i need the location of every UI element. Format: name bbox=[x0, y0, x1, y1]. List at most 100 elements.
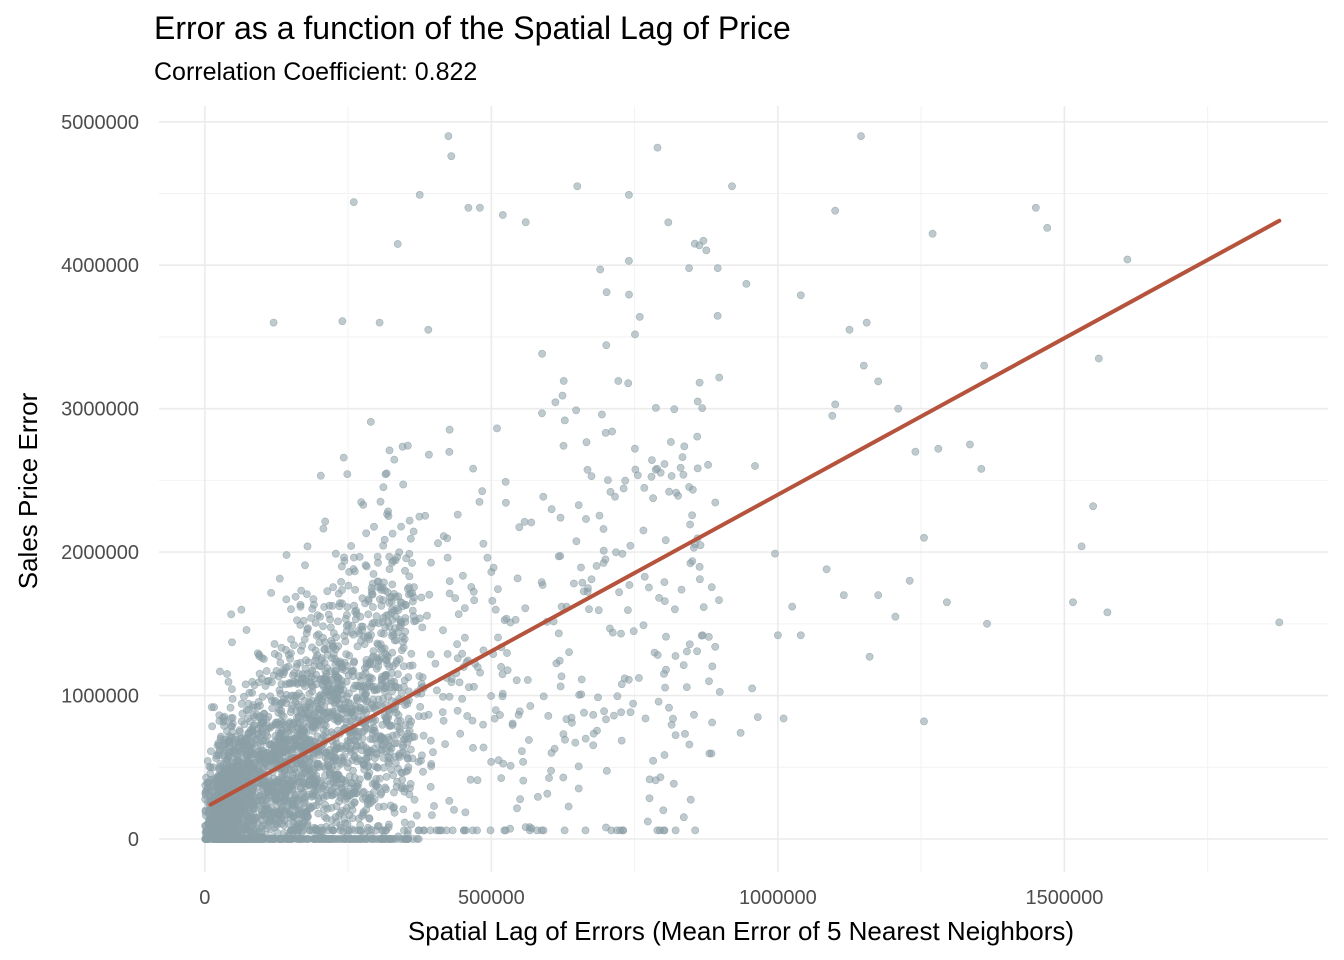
data-point bbox=[409, 527, 418, 536]
data-point bbox=[303, 835, 312, 843]
data-point bbox=[443, 553, 452, 562]
data-point bbox=[839, 591, 848, 599]
data-point bbox=[399, 805, 408, 814]
data-point bbox=[208, 722, 217, 731]
data-point bbox=[559, 377, 568, 385]
data-point bbox=[690, 239, 699, 248]
data-point bbox=[520, 518, 529, 526]
data-point bbox=[298, 826, 307, 835]
data-point bbox=[1077, 542, 1086, 551]
data-point bbox=[237, 605, 246, 614]
data-point bbox=[319, 524, 328, 533]
data-point bbox=[270, 640, 279, 648]
data-point bbox=[256, 791, 265, 800]
data-point bbox=[399, 643, 408, 652]
data-point bbox=[210, 703, 218, 712]
data-point bbox=[445, 577, 454, 585]
x-tick-label: 1000000 bbox=[739, 887, 817, 909]
data-point bbox=[394, 711, 403, 720]
data-point bbox=[209, 763, 217, 772]
data-point bbox=[397, 522, 405, 531]
data-point bbox=[539, 692, 548, 701]
data-point bbox=[417, 593, 426, 602]
data-point bbox=[779, 714, 788, 723]
data-point bbox=[595, 511, 604, 520]
data-point bbox=[365, 673, 374, 682]
data-point bbox=[300, 769, 309, 778]
data-point bbox=[390, 455, 399, 464]
data-point bbox=[934, 444, 943, 453]
data-point bbox=[342, 627, 351, 635]
data-point bbox=[661, 536, 670, 545]
data-point bbox=[600, 707, 608, 716]
data-point bbox=[686, 559, 695, 568]
data-point bbox=[339, 695, 347, 704]
data-point bbox=[572, 406, 580, 415]
data-point bbox=[660, 670, 668, 678]
data-point bbox=[625, 581, 634, 589]
data-point bbox=[276, 658, 285, 667]
data-point bbox=[728, 182, 736, 191]
data-point bbox=[676, 463, 685, 472]
data-point bbox=[514, 711, 523, 719]
data-point bbox=[311, 835, 319, 843]
data-point bbox=[594, 693, 602, 702]
data-point bbox=[399, 735, 408, 744]
data-point bbox=[405, 572, 414, 581]
data-point bbox=[340, 553, 348, 562]
y-tick-label: 0 bbox=[128, 829, 139, 851]
data-point bbox=[290, 734, 299, 743]
data-point bbox=[315, 638, 324, 647]
data-point bbox=[560, 826, 569, 835]
data-point bbox=[1043, 223, 1052, 232]
data-point bbox=[387, 677, 396, 686]
data-point bbox=[312, 801, 321, 810]
data-point bbox=[696, 575, 704, 584]
data-point bbox=[713, 311, 722, 320]
data-point bbox=[458, 571, 467, 580]
data-point bbox=[238, 709, 247, 718]
data-point bbox=[241, 750, 250, 758]
data-point bbox=[574, 784, 583, 793]
data-point bbox=[466, 775, 475, 784]
data-point bbox=[316, 709, 324, 718]
data-point bbox=[625, 290, 633, 299]
data-point bbox=[453, 640, 461, 648]
data-point bbox=[349, 666, 358, 675]
data-point bbox=[577, 690, 586, 699]
data-point bbox=[266, 723, 275, 732]
data-point bbox=[1031, 203, 1040, 212]
data-point bbox=[382, 469, 391, 478]
data-point bbox=[538, 349, 546, 358]
data-point bbox=[648, 456, 656, 464]
data-point bbox=[610, 711, 618, 720]
data-point bbox=[831, 400, 840, 409]
data-point bbox=[315, 751, 324, 759]
data-point bbox=[322, 714, 331, 723]
data-point bbox=[316, 471, 325, 480]
data-point bbox=[427, 558, 435, 567]
data-point bbox=[321, 517, 330, 526]
data-point bbox=[614, 377, 623, 385]
data-point bbox=[286, 708, 295, 716]
data-point bbox=[214, 749, 223, 758]
data-point bbox=[301, 561, 309, 570]
data-point bbox=[626, 541, 635, 550]
data-point bbox=[390, 788, 398, 797]
data-point bbox=[1094, 354, 1103, 363]
data-point bbox=[664, 218, 673, 227]
data-point bbox=[640, 483, 649, 492]
data-point bbox=[667, 472, 676, 480]
data-point bbox=[475, 497, 484, 506]
data-point bbox=[629, 699, 637, 708]
data-point bbox=[425, 590, 434, 599]
data-point bbox=[711, 498, 720, 507]
y-tick-label: 3000000 bbox=[61, 399, 139, 421]
data-point bbox=[300, 734, 309, 743]
data-point bbox=[382, 611, 391, 620]
data-point bbox=[688, 511, 696, 520]
data-point bbox=[369, 570, 378, 578]
data-point bbox=[323, 835, 332, 843]
points-layer bbox=[201, 132, 1284, 843]
data-point bbox=[571, 738, 580, 747]
